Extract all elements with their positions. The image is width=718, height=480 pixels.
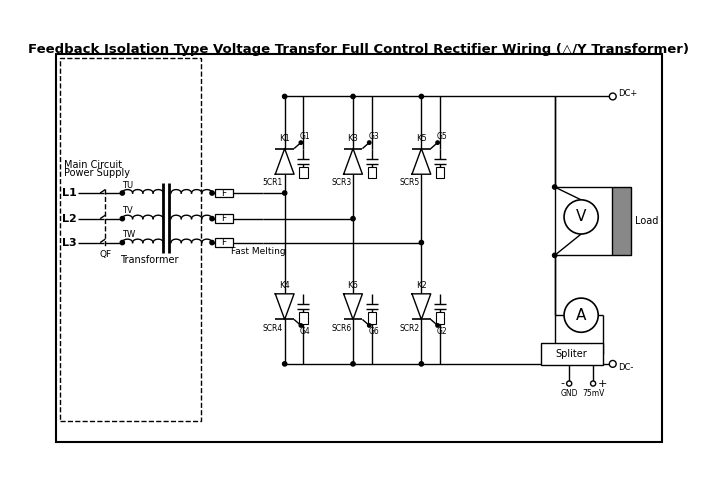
Text: K5: K5 <box>416 134 426 143</box>
Text: G1: G1 <box>300 132 311 141</box>
Bar <box>436 312 444 324</box>
Polygon shape <box>275 149 294 174</box>
Circle shape <box>419 95 424 98</box>
Circle shape <box>610 93 616 100</box>
Text: +: + <box>598 379 607 388</box>
Circle shape <box>210 240 214 245</box>
Circle shape <box>120 191 124 195</box>
Circle shape <box>368 141 371 144</box>
Polygon shape <box>344 294 363 320</box>
Text: K6: K6 <box>348 281 358 290</box>
Circle shape <box>419 362 424 366</box>
Text: L1: L1 <box>62 188 77 198</box>
Circle shape <box>351 95 355 98</box>
Polygon shape <box>344 149 363 174</box>
Text: K3: K3 <box>348 134 358 143</box>
Circle shape <box>351 216 355 221</box>
Text: V: V <box>576 209 587 225</box>
Text: SCR2: SCR2 <box>399 324 419 333</box>
Circle shape <box>567 381 572 386</box>
Text: Load: Load <box>635 216 658 226</box>
Circle shape <box>282 362 286 366</box>
Text: DC-: DC- <box>618 363 633 372</box>
Circle shape <box>436 141 439 144</box>
Text: QF: QF <box>99 250 111 259</box>
Text: Transformer: Transformer <box>120 255 178 264</box>
Circle shape <box>120 216 124 221</box>
Text: SCR5: SCR5 <box>399 178 419 187</box>
Text: K4: K4 <box>279 281 290 290</box>
Circle shape <box>368 324 371 327</box>
Bar <box>299 312 308 324</box>
Text: SCR6: SCR6 <box>331 324 351 333</box>
Circle shape <box>210 216 214 221</box>
Text: Feedback Isolation Type Voltage Transfor Full Control Rectifier Wiring (△/Y Tran: Feedback Isolation Type Voltage Transfor… <box>29 43 689 56</box>
Bar <box>215 189 233 197</box>
Polygon shape <box>412 294 431 320</box>
Circle shape <box>436 324 439 327</box>
Text: K2: K2 <box>416 281 426 290</box>
Text: F: F <box>221 189 227 197</box>
Text: F: F <box>221 214 227 223</box>
Circle shape <box>120 240 124 245</box>
Circle shape <box>419 240 424 245</box>
Bar <box>368 167 376 179</box>
Text: SCR4: SCR4 <box>263 324 283 333</box>
Bar <box>541 343 602 365</box>
Text: A: A <box>576 308 587 323</box>
Text: G3: G3 <box>368 132 379 141</box>
Circle shape <box>590 381 596 386</box>
Bar <box>436 167 444 179</box>
Text: L2: L2 <box>62 214 77 224</box>
Circle shape <box>210 191 214 195</box>
Text: L3: L3 <box>62 238 77 248</box>
Bar <box>612 187 630 255</box>
Text: G5: G5 <box>437 132 447 141</box>
Circle shape <box>564 298 598 332</box>
Polygon shape <box>275 294 294 320</box>
Text: TV: TV <box>122 206 133 216</box>
Text: Power Supply: Power Supply <box>64 168 130 178</box>
Text: TW: TW <box>122 230 136 240</box>
Text: Main Circuit: Main Circuit <box>64 160 122 170</box>
Text: G6: G6 <box>368 327 379 336</box>
Text: Spliter: Spliter <box>556 348 587 359</box>
Circle shape <box>299 141 302 144</box>
Text: DC+: DC+ <box>618 88 637 97</box>
Text: G2: G2 <box>437 327 447 336</box>
Text: TU: TU <box>122 181 134 190</box>
Text: F: F <box>221 238 227 247</box>
Circle shape <box>553 185 556 189</box>
Bar <box>215 238 233 247</box>
Text: Fast Melting: Fast Melting <box>231 247 286 256</box>
Bar <box>299 167 308 179</box>
Text: 5CR1: 5CR1 <box>263 178 283 187</box>
Text: -: - <box>560 379 564 388</box>
Circle shape <box>553 253 556 257</box>
Circle shape <box>282 95 286 98</box>
Bar <box>368 312 376 324</box>
Text: G4: G4 <box>300 327 311 336</box>
Circle shape <box>564 200 598 234</box>
Bar <box>60 58 201 421</box>
Text: GND: GND <box>561 389 578 398</box>
Text: 75mV: 75mV <box>582 389 605 398</box>
Circle shape <box>610 360 616 367</box>
Polygon shape <box>412 149 431 174</box>
Circle shape <box>299 324 302 327</box>
Circle shape <box>351 362 355 366</box>
Text: K1: K1 <box>279 134 290 143</box>
Bar <box>215 215 233 223</box>
Circle shape <box>282 191 286 195</box>
Text: SCR3: SCR3 <box>331 178 351 187</box>
